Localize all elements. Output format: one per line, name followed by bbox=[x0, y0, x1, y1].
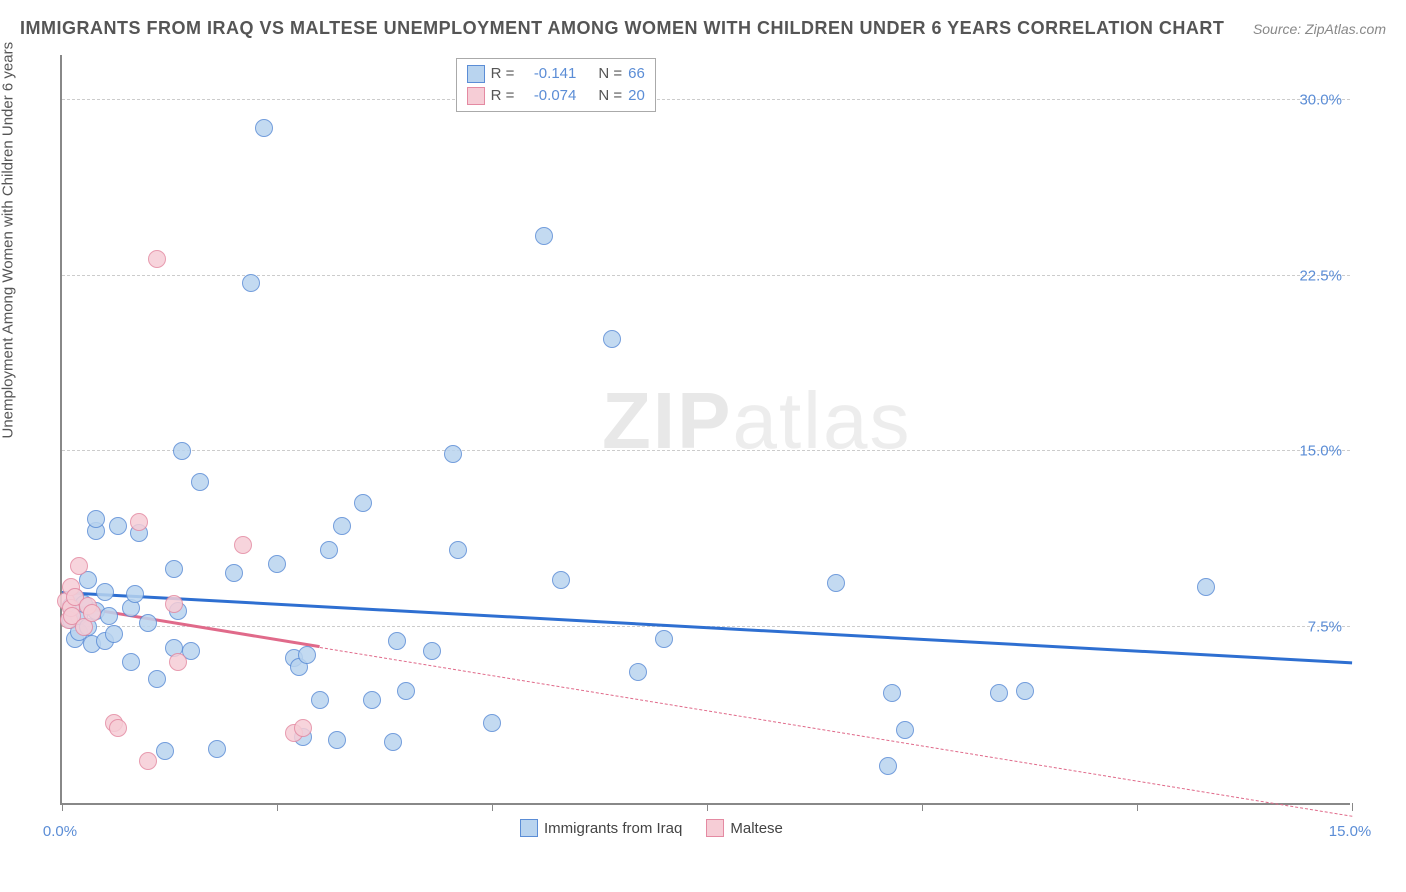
data-point bbox=[483, 714, 501, 732]
data-point bbox=[70, 557, 88, 575]
data-point bbox=[444, 445, 462, 463]
y-tick-label: 15.0% bbox=[1299, 443, 1342, 460]
data-point bbox=[255, 119, 273, 137]
data-point bbox=[191, 473, 209, 491]
data-point bbox=[225, 564, 243, 582]
data-point bbox=[896, 721, 914, 739]
n-value: 20 bbox=[628, 85, 645, 107]
chart-title: IMMIGRANTS FROM IRAQ VS MALTESE UNEMPLOY… bbox=[20, 18, 1224, 39]
legend-swatch bbox=[706, 819, 724, 837]
data-point bbox=[169, 653, 187, 671]
n-label: N = bbox=[598, 63, 622, 85]
data-point bbox=[320, 541, 338, 559]
y-axis-label: Unemployment Among Women with Children U… bbox=[0, 42, 17, 439]
data-point bbox=[1197, 578, 1215, 596]
data-point bbox=[100, 607, 118, 625]
data-point bbox=[83, 604, 101, 622]
data-point bbox=[173, 442, 191, 460]
data-point bbox=[105, 625, 123, 643]
data-point bbox=[629, 663, 647, 681]
stats-legend: R =-0.141 N = 66 R =-0.074 N = 20 bbox=[456, 58, 656, 112]
data-point bbox=[655, 630, 673, 648]
x-tick bbox=[1137, 803, 1138, 811]
trend-line bbox=[320, 647, 1352, 817]
watermark-thin: atlas bbox=[732, 376, 911, 465]
gridline bbox=[62, 450, 1350, 451]
data-point bbox=[397, 682, 415, 700]
data-point bbox=[535, 227, 553, 245]
legend-swatch bbox=[467, 65, 485, 83]
series-legend-item: Immigrants from Iraq bbox=[520, 819, 682, 837]
trend-line bbox=[62, 591, 1352, 664]
r-value: -0.074 bbox=[520, 85, 576, 107]
data-point bbox=[156, 742, 174, 760]
x-tick bbox=[277, 803, 278, 811]
data-point bbox=[234, 536, 252, 554]
data-point bbox=[333, 517, 351, 535]
x-tick bbox=[62, 803, 63, 811]
legend-swatch bbox=[520, 819, 538, 837]
series-legend-label: Immigrants from Iraq bbox=[544, 820, 682, 837]
r-label: R = bbox=[491, 63, 515, 85]
data-point bbox=[603, 330, 621, 348]
data-point bbox=[354, 494, 372, 512]
n-value: 66 bbox=[628, 63, 645, 85]
data-point bbox=[96, 583, 114, 601]
data-point bbox=[165, 595, 183, 613]
data-point bbox=[449, 541, 467, 559]
data-point bbox=[552, 571, 570, 589]
data-point bbox=[328, 731, 346, 749]
r-value: -0.141 bbox=[520, 63, 576, 85]
x-tick bbox=[922, 803, 923, 811]
data-point bbox=[268, 555, 286, 573]
source-label: Source: ZipAtlas.com bbox=[1253, 21, 1386, 37]
data-point bbox=[388, 632, 406, 650]
data-point bbox=[126, 585, 144, 603]
data-point bbox=[827, 574, 845, 592]
data-point bbox=[139, 614, 157, 632]
data-point bbox=[109, 517, 127, 535]
legend-swatch bbox=[467, 87, 485, 105]
data-point bbox=[109, 719, 127, 737]
r-label: R = bbox=[491, 85, 515, 107]
data-point bbox=[208, 740, 226, 758]
x-tick bbox=[707, 803, 708, 811]
data-point bbox=[148, 670, 166, 688]
data-point bbox=[311, 691, 329, 709]
x-tick bbox=[1352, 803, 1353, 811]
x-tick-label: 15.0% bbox=[1329, 823, 1372, 840]
data-point bbox=[294, 719, 312, 737]
data-point bbox=[384, 733, 402, 751]
series-legend-label: Maltese bbox=[730, 820, 783, 837]
data-point bbox=[139, 752, 157, 770]
watermark: ZIPatlas bbox=[602, 375, 911, 467]
y-tick-label: 22.5% bbox=[1299, 267, 1342, 284]
data-point bbox=[130, 513, 148, 531]
data-point bbox=[298, 646, 316, 664]
data-point bbox=[242, 274, 260, 292]
data-point bbox=[879, 757, 897, 775]
data-point bbox=[990, 684, 1008, 702]
series-legend-item: Maltese bbox=[706, 819, 783, 837]
data-point bbox=[122, 653, 140, 671]
data-point bbox=[148, 250, 166, 268]
n-label: N = bbox=[598, 85, 622, 107]
title-bar: IMMIGRANTS FROM IRAQ VS MALTESE UNEMPLOY… bbox=[20, 18, 1386, 39]
data-point bbox=[423, 642, 441, 660]
y-tick-label: 7.5% bbox=[1308, 619, 1342, 636]
data-point bbox=[363, 691, 381, 709]
stats-legend-row: R =-0.141 N = 66 bbox=[467, 63, 645, 85]
data-point bbox=[87, 510, 105, 528]
y-tick-label: 30.0% bbox=[1299, 91, 1342, 108]
stats-legend-row: R =-0.074 N = 20 bbox=[467, 85, 645, 107]
data-point bbox=[883, 684, 901, 702]
data-point bbox=[165, 560, 183, 578]
data-point bbox=[1016, 682, 1034, 700]
x-tick bbox=[492, 803, 493, 811]
series-legend: Immigrants from Iraq Maltese bbox=[520, 819, 783, 837]
gridline bbox=[62, 99, 1350, 100]
scatter-plot: ZIPatlas 7.5% 15.0% 22.5% 30.0% bbox=[60, 55, 1350, 805]
watermark-bold: ZIP bbox=[602, 376, 732, 465]
x-tick-label: 0.0% bbox=[43, 823, 77, 840]
